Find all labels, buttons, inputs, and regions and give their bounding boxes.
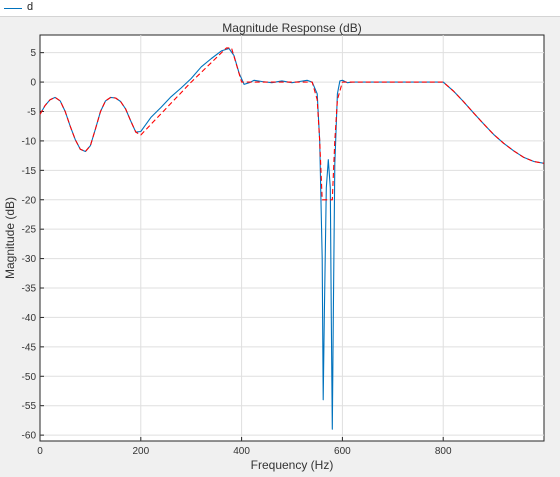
tick-labels: 0 200 400 600 800 5 0 -5 -10 -15 -20 -25 -30 -35 -40 -4…: [22, 48, 452, 457]
y-tick-label: -5: [27, 107, 36, 118]
y-tick-label: -15: [22, 166, 37, 177]
x-tick-label: 400: [233, 446, 250, 457]
y-axis-label: Magnitude (dB): [3, 197, 17, 279]
y-tick-label: -25: [22, 225, 37, 236]
series-layer: [39, 47, 545, 430]
x-tick-label: 800: [435, 446, 452, 457]
x-tick-label: 600: [334, 446, 351, 457]
y-tick-label: -30: [22, 254, 37, 265]
y-tick-label: 0: [30, 78, 36, 89]
y-tick-label: -10: [22, 136, 37, 147]
y-tick-label: 5: [30, 48, 36, 59]
y-tick-label: -20: [22, 195, 37, 206]
y-tick-label: -55: [22, 401, 37, 412]
y-tick-label: -45: [22, 342, 37, 353]
legend: d: [0, 0, 560, 17]
grid: [39, 35, 544, 441]
legend-line-swatch: [4, 8, 22, 9]
chart-title: Magnitude Response (dB): [222, 21, 361, 35]
plot-area: [39, 34, 545, 442]
y-tick-label: -40: [22, 313, 37, 324]
y-tick-label: -50: [22, 372, 37, 383]
y-tick-label: -60: [22, 431, 37, 442]
x-tick-label: 0: [37, 446, 43, 457]
legend-label-d: d: [27, 1, 34, 13]
y-tick-label: -35: [22, 284, 37, 295]
series-2-line: [39, 47, 545, 201]
x-axis-label: Frequency (Hz): [251, 458, 334, 472]
x-tick-label: 200: [132, 446, 149, 457]
